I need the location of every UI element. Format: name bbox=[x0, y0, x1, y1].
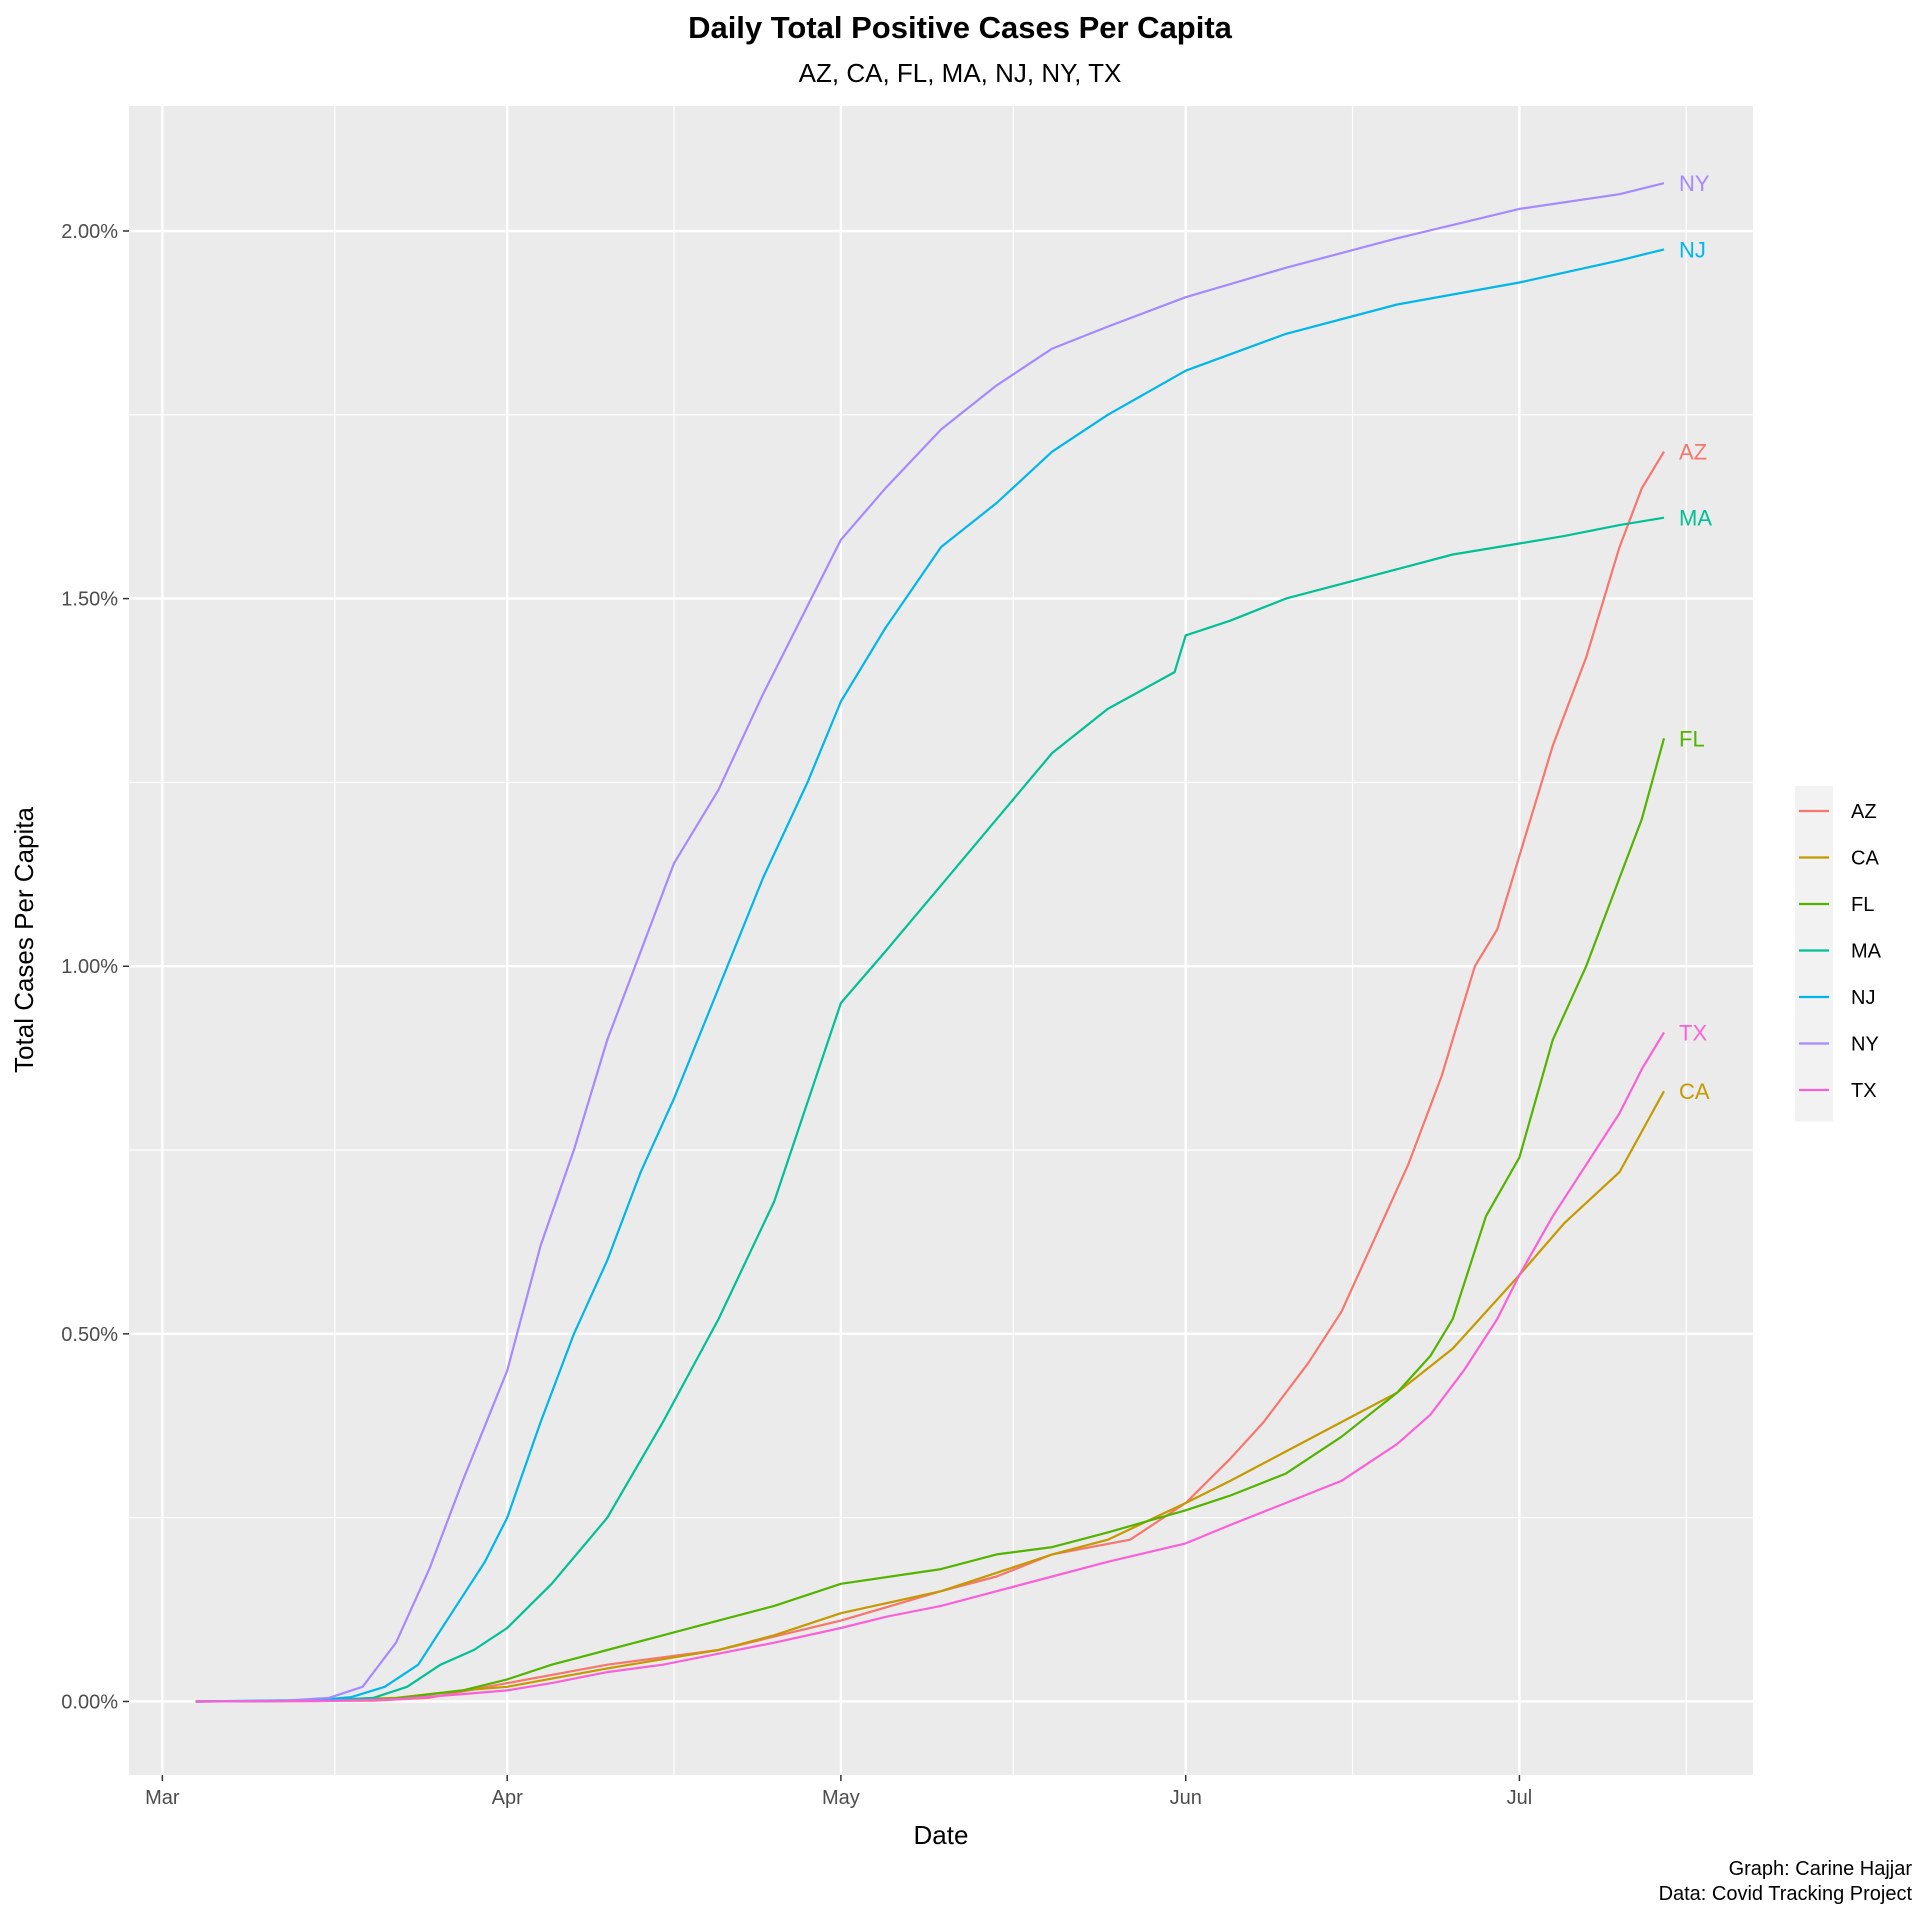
series-end-label-ma: MA bbox=[1679, 506, 1712, 531]
x-tick-label: Mar bbox=[145, 1787, 180, 1809]
x-tick-label: Jun bbox=[1170, 1787, 1202, 1809]
grid-lines bbox=[129, 106, 1753, 1775]
legend-label-ma: MA bbox=[1851, 941, 1882, 963]
chart-title: Daily Total Positive Cases Per Capita bbox=[688, 10, 1233, 45]
series-end-label-fl: FL bbox=[1679, 726, 1705, 751]
series-line-tx bbox=[195, 1031, 1665, 1703]
legend-label-fl: FL bbox=[1851, 894, 1874, 916]
y-tick-label: 0.50% bbox=[61, 1324, 118, 1346]
y-axis-title: Total Cases Per Capita bbox=[9, 807, 39, 1073]
caption: Graph: Carine Hajjar Data: Covid Tracking… bbox=[1659, 1858, 1913, 1905]
y-tick-label: 2.00% bbox=[61, 221, 118, 243]
series-line-fl bbox=[195, 738, 1666, 1703]
series-lines bbox=[195, 182, 1666, 1703]
x-tick-label: May bbox=[822, 1787, 860, 1809]
caption-line: Graph: Carine Hajjar bbox=[1729, 1858, 1913, 1880]
x-axis-title: Date bbox=[914, 1820, 969, 1850]
series-end-label-nj: NJ bbox=[1679, 237, 1706, 262]
series-end-label-ca: CA bbox=[1679, 1079, 1710, 1104]
series-line-ny bbox=[195, 182, 1665, 1703]
x-tick-label: Jul bbox=[1507, 1787, 1533, 1809]
legend-label-az: AZ bbox=[1851, 801, 1877, 823]
x-axis: Mar Apr May Jun Jul bbox=[145, 1775, 1532, 1809]
plot-panel bbox=[129, 106, 1753, 1775]
series-end-label-tx: TX bbox=[1679, 1020, 1707, 1045]
x-tick-label: Apr bbox=[492, 1787, 523, 1809]
chart-subtitle: AZ, CA, FL, MA, NJ, NY, TX bbox=[799, 58, 1122, 88]
series-line-ma bbox=[195, 516, 1665, 1703]
legend-label-ny: NY bbox=[1851, 1034, 1879, 1056]
series-line-az bbox=[195, 451, 1665, 1703]
series-line-ca bbox=[195, 1090, 1665, 1703]
y-tick-label: 1.50% bbox=[61, 589, 118, 611]
y-axis: 0.00% 0.50% 1.00% 1.50% 2.00% bbox=[61, 221, 129, 1713]
legend-key-background bbox=[1795, 786, 1833, 1122]
series-end-labels: AZ CA FL MA NJ NY TX bbox=[1679, 171, 1712, 1104]
series-line-nj bbox=[195, 248, 1665, 1703]
legend-label-ca: CA bbox=[1851, 848, 1879, 870]
legend-label-nj: NJ bbox=[1851, 987, 1875, 1009]
y-tick-label: 0.00% bbox=[61, 1691, 118, 1713]
series-end-label-ny: NY bbox=[1679, 171, 1710, 196]
legend-label-tx: TX bbox=[1851, 1080, 1877, 1102]
y-tick-label: 1.00% bbox=[61, 956, 118, 978]
caption-line: Data: Covid Tracking Project bbox=[1659, 1883, 1913, 1905]
legend: AZ CA FL MA NJ NY TX bbox=[1795, 786, 1882, 1122]
series-end-label-az: AZ bbox=[1679, 440, 1707, 465]
